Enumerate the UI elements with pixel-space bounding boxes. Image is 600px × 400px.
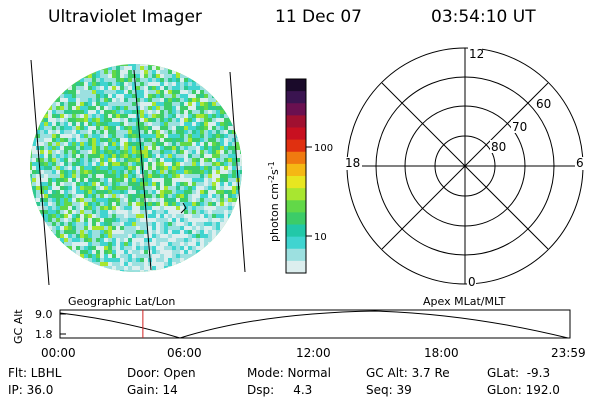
colorbar-swatch: [286, 151, 306, 165]
mlt-label-0: 0: [468, 275, 476, 289]
longitude-line-3: [229, 71, 246, 273]
colorbar-swatch: [286, 248, 306, 262]
xtick-1800: 18:00: [424, 346, 459, 360]
colorbar-label: photon cm-2s-1: [267, 161, 281, 242]
colorbar-tick-100: 100: [314, 143, 333, 154]
lat-label-80: 80: [491, 140, 506, 154]
longitude-line-2: [133, 69, 152, 271]
info-flt: Flt: LBHL: [8, 366, 62, 380]
colorbar-swatch: [286, 212, 306, 226]
date-label: 11 Dec 07: [275, 7, 362, 27]
info-door: Door: Open: [127, 366, 196, 380]
colorbar-swatch: [286, 200, 306, 213]
info-gc-alt: GC Alt: 3.7 Re: [366, 366, 450, 380]
colorbar-swatch: [286, 176, 306, 189]
xtick-0600: 06:00: [167, 346, 202, 360]
mlt-label-18: 18: [345, 156, 360, 170]
altitude-curve: [59, 310, 569, 339]
polar-plot: [346, 47, 584, 285]
ytick-9: 9.0: [35, 308, 53, 321]
info-mode: Mode: Normal: [247, 366, 331, 380]
colorbar-swatch: [286, 79, 306, 92]
colorbar-swatch: [286, 236, 306, 250]
info-glat: GLat: -9.3: [487, 366, 551, 380]
colorbar-swatch: [286, 91, 306, 104]
timeline-ylabel: GC Alt: [12, 309, 25, 344]
image-artifact: [180, 202, 187, 214]
colorbar-swatch: [286, 260, 306, 274]
xtick-1200: 12:00: [296, 346, 331, 360]
colorbar-swatch: [286, 103, 306, 116]
colorbar-swatch: [286, 139, 306, 153]
colorbar-swatch: [286, 188, 306, 201]
colorbar-swatch: [286, 163, 306, 177]
info-gain: Gain: 14: [127, 383, 178, 397]
longitude-line-1: [30, 59, 50, 286]
mlt-label-12: 12: [469, 47, 484, 61]
timeline-plot: Geographic Lat/Lon Apex MLat/MLT GC Alt …: [12, 295, 586, 360]
info-ip: IP: 36.0: [8, 383, 54, 397]
xtick-2359: 23:59: [551, 346, 586, 360]
timeline-right-label: Apex MLat/MLT: [423, 295, 506, 308]
info-dsp: Dsp: 4.3: [247, 383, 313, 397]
colorbar-swatch: [286, 127, 306, 141]
info-seq: Seq: 39: [366, 383, 412, 397]
lat-label-70: 70: [512, 120, 527, 134]
info-glon: GLon: 192.0: [487, 383, 560, 397]
timeline-left-label: Geographic Lat/Lon: [68, 295, 175, 308]
time-label: 03:54:10 UT: [431, 7, 536, 27]
colorbar-swatch: [286, 224, 306, 238]
colorbar: [286, 79, 306, 274]
instrument-title: Ultraviolet Imager: [48, 7, 202, 27]
colorbar-tick-10: 10: [314, 232, 327, 243]
ytick-1-8: 1.8: [35, 328, 53, 341]
colorbar-swatch: [286, 115, 306, 129]
lat-label-60: 60: [536, 97, 551, 111]
mlt-label-6: 6: [576, 156, 584, 170]
xtick-0000: 00:00: [41, 346, 76, 360]
